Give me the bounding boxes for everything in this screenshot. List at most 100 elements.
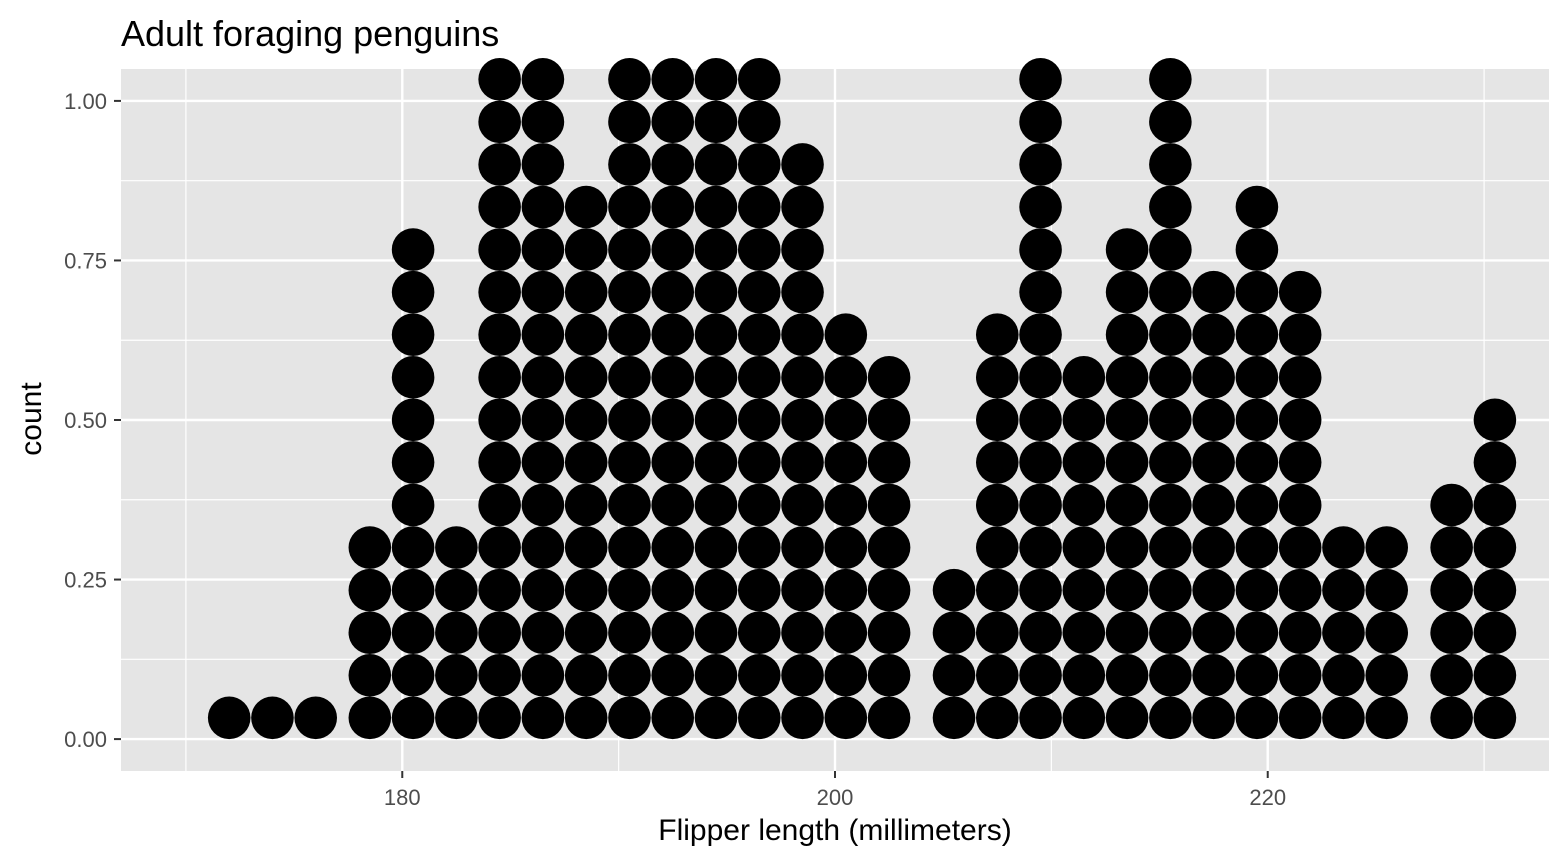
dot (564, 313, 608, 356)
dot (1149, 355, 1192, 399)
dot (694, 355, 738, 399)
dot (867, 398, 911, 442)
y-axis: 0.00 0.25 0.50 0.75 1.00 (64, 89, 121, 752)
dot (478, 526, 521, 569)
dot (694, 441, 738, 484)
dot (867, 611, 911, 654)
dot (1019, 526, 1062, 569)
dot (1192, 696, 1235, 740)
dot (1149, 100, 1192, 144)
dot (1235, 653, 1279, 697)
dot (608, 653, 651, 697)
dot (1473, 398, 1517, 442)
dot (651, 143, 695, 186)
dot (1235, 398, 1279, 442)
dot (975, 355, 1019, 399)
dot (1019, 611, 1062, 654)
dot (694, 270, 738, 314)
dot (1149, 313, 1192, 356)
dot (651, 100, 695, 144)
dot (1105, 696, 1149, 740)
dot (1192, 270, 1235, 314)
dot (1322, 611, 1365, 654)
dot (1278, 526, 1322, 569)
dot (694, 100, 738, 144)
dot (564, 228, 608, 271)
dot (737, 355, 781, 399)
dot (1105, 313, 1149, 356)
dot (737, 100, 781, 144)
dot (564, 696, 608, 740)
dot (737, 483, 781, 527)
dot (521, 568, 565, 612)
dot (694, 483, 738, 527)
dot (521, 398, 565, 442)
dot (781, 696, 824, 740)
dot (1322, 568, 1365, 612)
dot (694, 568, 738, 612)
dot (975, 526, 1019, 569)
dot (1149, 483, 1192, 527)
dot (1278, 653, 1322, 697)
dot (435, 653, 478, 697)
dot (1322, 653, 1365, 697)
dot (521, 441, 565, 484)
dot (1019, 653, 1062, 697)
dot (1062, 441, 1106, 484)
dot (737, 568, 781, 612)
dot (694, 313, 738, 356)
dot (975, 441, 1019, 484)
dot (824, 696, 868, 740)
dot (1473, 611, 1517, 654)
dot (975, 611, 1019, 654)
dot (1192, 483, 1235, 527)
y-axis-title: count (15, 382, 48, 456)
dot (737, 526, 781, 569)
dot (1192, 313, 1235, 356)
dot (1235, 483, 1279, 527)
dot (478, 611, 521, 654)
dot (975, 568, 1019, 612)
dot (1430, 653, 1473, 697)
dot (737, 143, 781, 186)
dot (1430, 696, 1473, 740)
dot (1105, 441, 1149, 484)
dot (737, 696, 781, 740)
dot (651, 313, 695, 356)
dot (1019, 270, 1062, 314)
dot (391, 270, 435, 314)
dot (391, 611, 435, 654)
dot (564, 526, 608, 569)
dot (391, 313, 435, 356)
dot (391, 441, 435, 484)
dot (1019, 441, 1062, 484)
dot (651, 58, 695, 101)
chart-title: Adult foraging penguins (121, 13, 499, 54)
dot (521, 483, 565, 527)
dot (1278, 568, 1322, 612)
dot (651, 483, 695, 527)
dot (1430, 568, 1473, 612)
dot (1149, 270, 1192, 314)
dot (1365, 568, 1409, 612)
dot (1019, 185, 1062, 229)
dot (1019, 143, 1062, 186)
dot (694, 185, 738, 229)
dot (608, 100, 651, 144)
dot (608, 441, 651, 484)
dot (867, 568, 911, 612)
dot (1473, 696, 1517, 740)
dot (781, 483, 824, 527)
dot (391, 696, 435, 740)
dot (781, 355, 824, 399)
dot (478, 355, 521, 399)
dot (521, 100, 565, 144)
y-tick-label: 0.50 (64, 408, 107, 433)
dot (651, 696, 695, 740)
dot (1473, 526, 1517, 569)
dot (564, 185, 608, 229)
dot (1105, 611, 1149, 654)
dot (1278, 355, 1322, 399)
dot (521, 355, 565, 399)
dot (737, 313, 781, 356)
